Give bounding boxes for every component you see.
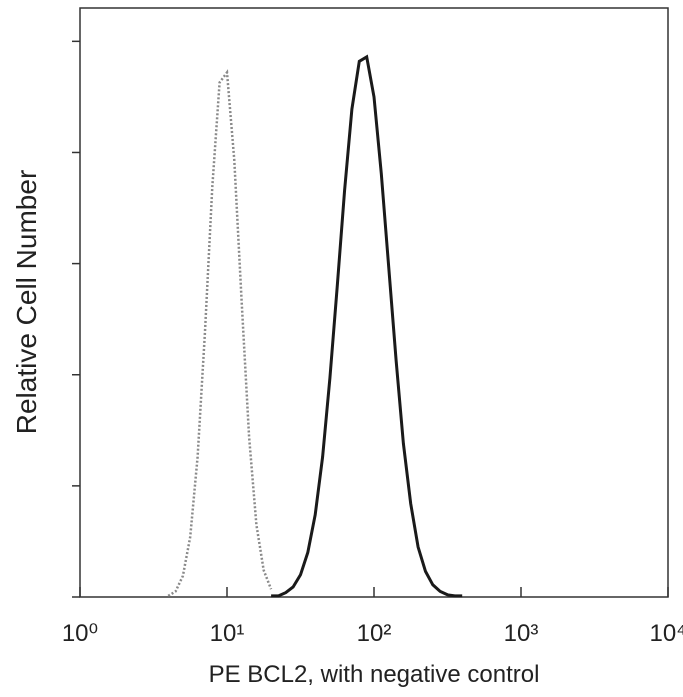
y-axis-label: Relative Cell Number: [11, 170, 42, 435]
x-tick-label: 10⁰: [62, 620, 98, 647]
x-tick-label: 10⁴: [649, 620, 683, 647]
x-axis-label: PE BCL2, with negative control: [209, 661, 540, 688]
x-tick-label: 10¹: [210, 620, 245, 647]
x-tick-label: 10²: [357, 620, 392, 647]
histogram-line: [167, 69, 273, 597]
histogram-line: [271, 54, 463, 598]
x-tick-label: 10³: [504, 620, 539, 647]
